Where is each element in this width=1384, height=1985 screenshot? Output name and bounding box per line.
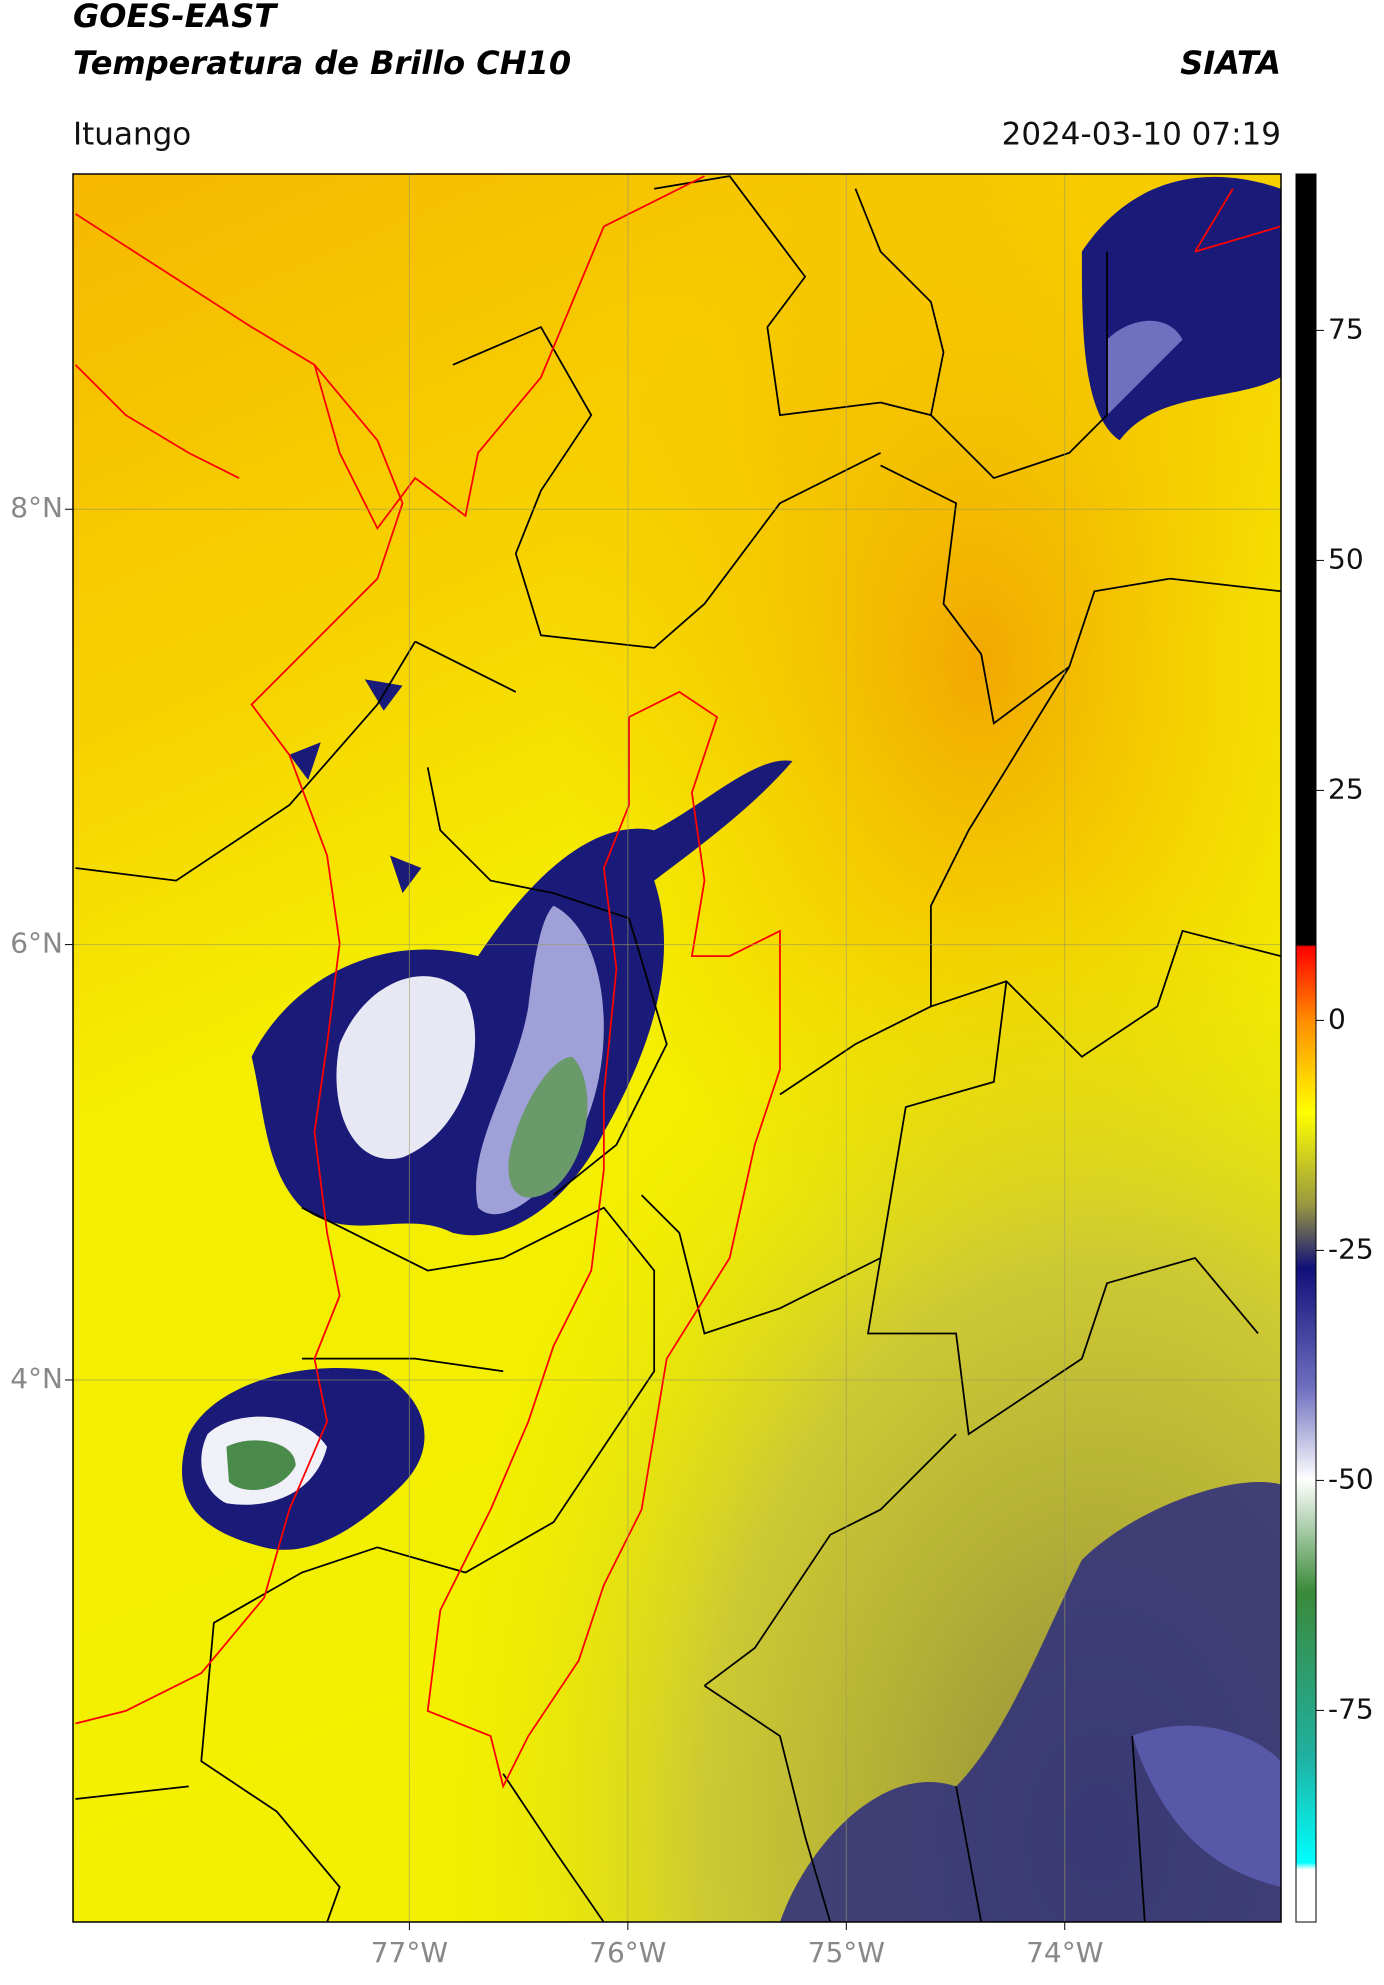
colorbar-tick-label: 75 (1328, 312, 1364, 345)
x-tick-label: 75°W (808, 1936, 885, 1969)
colorbar-tick-label: -50 (1328, 1462, 1374, 1495)
timestamp: 2024-03-10 07:19 (1002, 117, 1281, 153)
x-tick-label: 77°W (371, 1936, 448, 1969)
colorbar-tick-label: 50 (1328, 542, 1364, 575)
y-tick-label: 6°N (10, 927, 63, 960)
colorbar-tick-label: -75 (1328, 1692, 1374, 1725)
title: GOES-EAST (73, 0, 278, 35)
subtitle: Temperatura de Brillo CH10 (73, 44, 571, 82)
colorbar-tick-label: 25 (1328, 772, 1364, 805)
y-tick-label: 8°N (10, 491, 63, 524)
location: Ituango (73, 117, 191, 153)
y-tick-label: 4°N (10, 1362, 63, 1395)
colorbar (1295, 173, 1317, 1923)
source: SIATA (1180, 44, 1281, 82)
map-frame (72, 173, 1282, 1923)
colorbar-tick-label: 0 (1328, 1002, 1346, 1035)
map-image (73, 174, 1281, 1922)
colorbar-tick-label: -25 (1328, 1232, 1374, 1265)
grid (73, 174, 1281, 1922)
x-tick-label: 74°W (1026, 1936, 1103, 1969)
x-tick-label: 76°W (589, 1936, 666, 1969)
